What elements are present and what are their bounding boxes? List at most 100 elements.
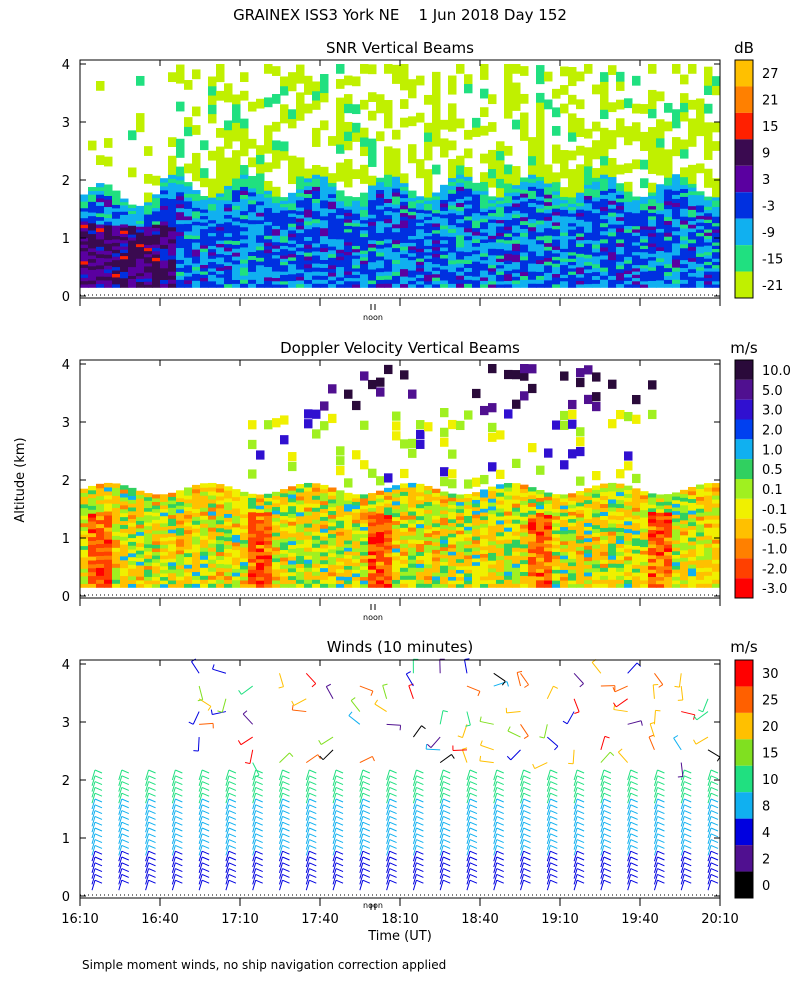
snr-cell: [552, 242, 561, 247]
snr-cell: [88, 280, 97, 285]
snr-cell: [616, 276, 625, 281]
snr-cell: [200, 225, 209, 230]
snr-cell: [392, 203, 401, 209]
snr-cell: [88, 272, 97, 278]
snr-cell: [656, 202, 665, 207]
doppler-cell: [288, 490, 297, 495]
snr-cell: [368, 265, 377, 270]
doppler-cell: [424, 505, 433, 510]
doppler-cell: [616, 499, 625, 505]
snr-cell: [232, 217, 241, 222]
snr-cell: [408, 190, 417, 195]
doppler-cell: [664, 529, 673, 535]
colorbar-label: 10.0: [762, 364, 791, 379]
doppler-cell: [288, 452, 297, 462]
snr-cell: [96, 231, 105, 236]
doppler-cell: [152, 555, 161, 560]
doppler-cell: [376, 531, 385, 536]
doppler-cell: [456, 533, 465, 538]
snr-cell: [296, 92, 305, 103]
snr-cell: [200, 280, 209, 285]
doppler-cell: [632, 394, 641, 405]
doppler-cell: [160, 501, 169, 506]
snr-cell: [440, 195, 449, 200]
snr-cell: [128, 269, 137, 274]
snr-cell: [160, 221, 169, 226]
doppler-cell: [408, 498, 417, 504]
doppler-cell: [408, 527, 417, 532]
doppler-cell: [320, 555, 329, 561]
snr-cell: [320, 283, 329, 288]
doppler-cell: [176, 494, 185, 499]
snr-cell: [704, 196, 713, 201]
doppler-cell: [376, 509, 385, 514]
snr-cell: [240, 210, 249, 216]
doppler-cell: [328, 537, 337, 542]
snr-cell: [176, 251, 185, 256]
snr-cell: [568, 222, 577, 227]
doppler-cell: [704, 511, 713, 516]
snr-cell: [248, 211, 257, 217]
doppler-cell: [424, 517, 433, 522]
snr-cell: [208, 226, 217, 230]
doppler-cell: [312, 515, 321, 520]
snr-cell: [368, 206, 377, 212]
snr-cell: [232, 131, 241, 142]
snr-cell: [384, 226, 393, 232]
doppler-cell: [400, 487, 409, 492]
snr-cell: [624, 215, 633, 220]
doppler-cell: [688, 517, 697, 523]
snr-cell: [688, 231, 697, 236]
snr-cell: [136, 284, 145, 288]
doppler-cell: [632, 507, 641, 512]
doppler-cell: [256, 533, 265, 538]
doppler-cell: [560, 508, 569, 513]
doppler-cell: [568, 572, 577, 577]
doppler-cell: [528, 583, 537, 588]
snr-cell: [504, 263, 513, 268]
snr-cell: [440, 250, 449, 255]
doppler-cell: [512, 458, 521, 468]
snr-cell: [400, 186, 409, 191]
snr-cell: [640, 274, 649, 279]
snr-cell: [272, 202, 281, 207]
snr-cell: [576, 202, 585, 207]
doppler-cell: [568, 583, 577, 588]
snr-cell: [424, 187, 433, 198]
doppler-cell: [176, 572, 185, 577]
doppler-cell: [632, 579, 641, 584]
doppler-cell: [448, 551, 457, 556]
doppler-cell: [368, 554, 377, 559]
doppler-cell: [552, 583, 561, 588]
doppler-cell: [544, 496, 553, 501]
snr-cell: [704, 140, 713, 151]
snr-cell: [112, 194, 121, 199]
doppler-cell: [600, 483, 609, 489]
doppler-cell: [520, 551, 529, 557]
snr-cell: [176, 199, 185, 205]
snr-cell: [656, 283, 665, 288]
doppler-cell: [680, 549, 689, 555]
doppler-cell: [248, 420, 257, 430]
doppler-cell: [640, 565, 649, 570]
doppler-cell: [136, 565, 145, 570]
snr-cell: [576, 71, 585, 82]
doppler-cell: [144, 496, 153, 501]
snr-cell: [488, 225, 497, 230]
snr-cell: [608, 216, 617, 221]
snr-cell: [672, 230, 681, 236]
doppler-cell: [496, 531, 505, 537]
snr-cell: [496, 150, 505, 161]
doppler-cell: [248, 583, 257, 588]
snr-cell: [488, 122, 497, 132]
snr-cell: [136, 205, 145, 210]
snr-cell: [176, 195, 185, 201]
snr-cell: [224, 250, 233, 256]
snr-cell: [384, 206, 393, 212]
snr-cell: [248, 157, 257, 168]
snr-cell: [216, 209, 225, 214]
snr-cell: [200, 168, 209, 178]
snr-cell: [688, 99, 697, 110]
doppler-cell: [264, 497, 273, 502]
doppler-cell: [80, 545, 89, 550]
